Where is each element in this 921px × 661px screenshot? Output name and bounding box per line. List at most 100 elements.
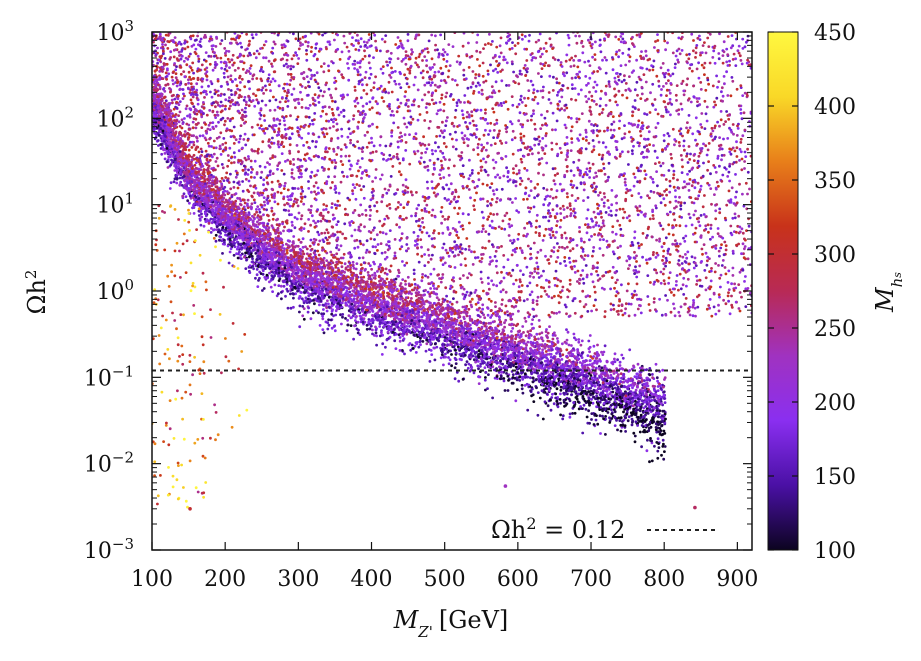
scatter-point [536,267,540,271]
scatter-point [196,139,199,143]
scatter-point [565,71,569,75]
scatter-point [349,132,352,136]
scatter-point [264,187,268,191]
scatter-point [165,77,169,81]
scatter-point [564,126,568,130]
scatter-point [389,175,393,178]
scatter-point [208,137,212,141]
scatter-point [238,88,242,92]
scatter-point [594,223,598,227]
scatter-point [385,272,389,276]
scatter-point [527,39,531,43]
scatter-point [178,110,182,114]
scatter-point [680,158,684,162]
scatter-point [185,122,189,126]
scatter-point [567,256,571,260]
scatter-point [606,128,609,132]
scatter-point [402,116,406,120]
scatter-point [672,173,676,177]
scatter-point [393,79,397,83]
scatter-point [680,49,684,52]
scatter-point [743,280,746,283]
scatter-point [529,118,533,122]
scatter-point [437,232,441,235]
scatter-point [456,212,460,216]
scatter-point [668,98,672,101]
scatter-point [619,35,623,38]
scatter-point [252,52,256,56]
scatter-point [538,232,541,235]
scatter-point [494,53,497,57]
scatter-point [286,202,290,206]
scatter-point [397,82,401,86]
scatter-point [492,110,496,114]
scatter-point [597,153,601,157]
scatter-point [226,179,229,182]
scatter-point [489,299,493,303]
scatter-point [551,111,555,115]
scatter-point [624,63,628,67]
scatter-point [580,112,584,115]
scatter-point [666,252,670,255]
scatter-point [563,303,567,307]
scatter-point [590,234,593,238]
scatter-point [420,98,424,102]
scatter-point [466,86,470,90]
scatter-point [422,160,426,164]
scatter-point [662,267,666,271]
scatter-point [190,134,194,138]
scatter-point [540,274,543,278]
scatter-point [388,57,391,60]
scatter-point [277,130,280,134]
scatter-point [533,122,537,126]
scatter-point [481,61,485,65]
scatter-point [640,243,643,246]
scatter-point [435,135,438,138]
scatter-point [493,255,497,258]
scatter-point [502,276,506,280]
scatter-point [452,98,455,101]
scatter-point [388,153,392,157]
scatter-point [479,165,483,169]
scatter-point [567,115,570,119]
scatter-point [452,276,455,279]
scatter-point [241,118,245,122]
scatter-point [213,88,217,92]
scatter-point [626,189,630,193]
scatter-point [279,191,283,195]
scatter-point [632,144,635,148]
scatter-point [645,155,649,159]
scatter-point [260,193,264,197]
scatter-point [495,271,499,275]
scatter-point [666,298,669,302]
scatter-point [254,56,258,60]
scatter-point [353,67,356,70]
scatter-point [425,59,428,62]
scatter-point [677,288,680,292]
scatter-point [668,184,672,188]
scatter-point [447,187,451,191]
scatter-point [214,124,218,128]
scatter-point [181,122,185,125]
scatter-point [547,227,551,231]
scatter-point [500,303,504,306]
scatter-point [471,169,474,172]
scatter-point [666,102,670,106]
scatter-point [506,273,510,276]
scatter-point [211,121,215,124]
scatter-point [380,251,384,255]
scatter-point [691,180,695,184]
scatter-point [703,269,707,272]
scatter-point [363,49,366,53]
scatter-point [592,176,596,180]
scatter-point [526,232,529,236]
scatter-point [677,47,681,51]
scatter-point [507,299,511,303]
scatter-point [325,112,328,116]
scatter-point [179,66,183,69]
scatter-point [176,81,179,85]
scatter-point [678,314,682,318]
scatter-point [196,78,200,81]
scatter-point [251,36,255,40]
scatter-point [475,191,478,195]
